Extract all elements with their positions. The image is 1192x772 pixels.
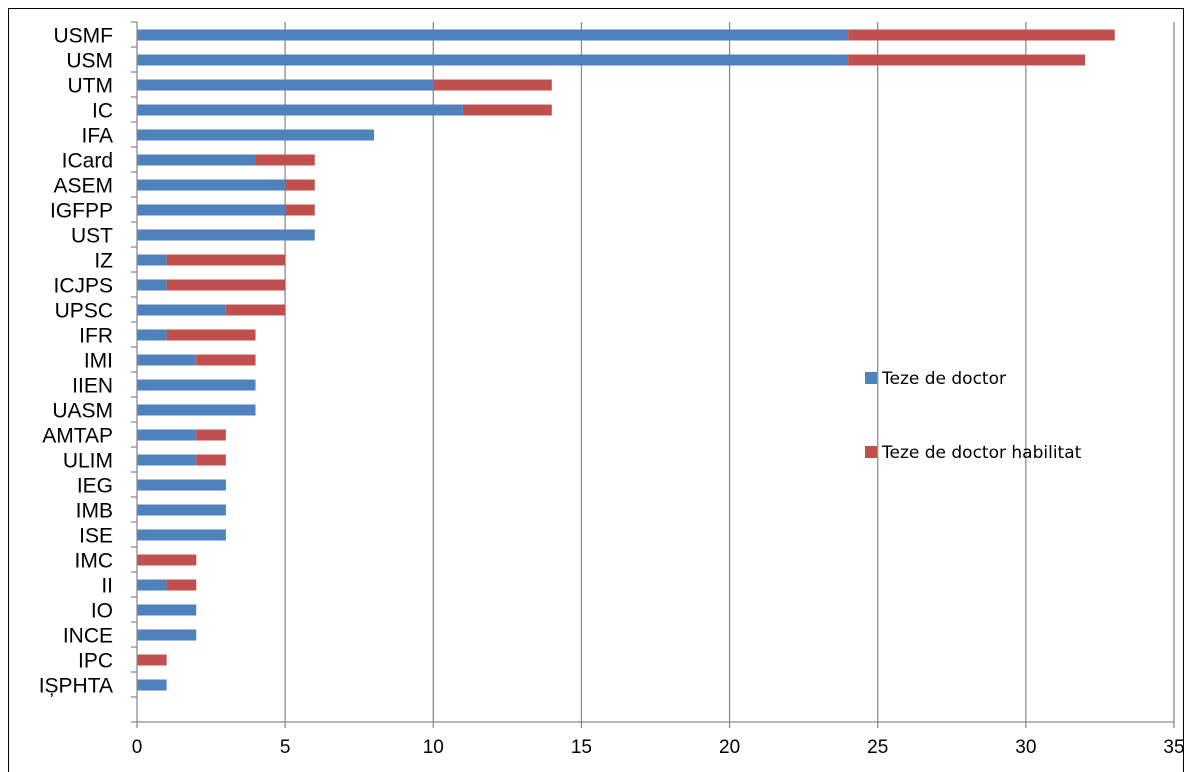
category-label-imi: IMI (84, 350, 113, 373)
bar-uasm-series-0 (137, 404, 256, 416)
category-label-ieg: IEG (77, 475, 113, 498)
category-label-igfpp: IGFPP (50, 200, 113, 223)
bar-ii-series-0 (137, 579, 167, 591)
axes (131, 21, 1175, 728)
category-label-ust: UST (71, 225, 113, 248)
category-labels: USMFUSMUTMICIFAICardASEMIGFPPUSTIZICJPSU… (39, 25, 113, 698)
x-tick-label-35: 35 (1163, 737, 1184, 758)
x-tick-label-5: 5 (280, 737, 291, 758)
category-label-amtap: AMTAP (42, 425, 113, 448)
bar-usm-series-0 (137, 54, 849, 66)
category-label-iien: IIEN (72, 375, 113, 398)
bar-igfpp-series-1 (285, 204, 315, 216)
bar-ifr-series-0 (137, 329, 167, 341)
x-tick-label-15: 15 (571, 737, 592, 758)
bar-ise-series-0 (137, 529, 226, 541)
bar-ieg-series-0 (137, 479, 226, 491)
category-label-ic: IC (92, 100, 113, 123)
bar-iz-series-1 (166, 254, 286, 266)
bar-ulim-series-1 (196, 454, 226, 466)
category-label-asem: ASEM (53, 175, 113, 198)
bar-upsc-series-1 (225, 304, 286, 316)
category-label-usm: USM (66, 50, 113, 73)
legend-label-teze-de-doctor: Teze de doctor (881, 369, 1006, 389)
bar-io-series-0 (137, 604, 197, 616)
legend-label-teze-de-doctor-habilitat: Teze de doctor habilitat (881, 443, 1082, 463)
legend-swatch-teze-de-doctor-habilitat (865, 446, 877, 458)
bar-igfpp-series-0 (137, 204, 286, 216)
category-label-io: IO (91, 600, 113, 623)
bar-ifr-series-1 (166, 329, 256, 341)
bar-imc-series-1 (137, 554, 197, 566)
category-label-icjps: ICJPS (53, 275, 113, 298)
x-tick-label-25: 25 (867, 737, 888, 758)
bar-amtap-series-1 (196, 429, 226, 441)
bar-amtap-series-0 (137, 429, 197, 441)
category-label-utm: UTM (68, 75, 114, 98)
bar-imi-series-1 (196, 354, 256, 366)
category-label-ifr: IFR (79, 325, 113, 348)
x-tick-labels: 0 5 10 15 20 25 30 35 (132, 737, 1185, 758)
x-tick-label-30: 30 (1015, 737, 1036, 758)
bar-icjps-series-1 (166, 279, 286, 291)
x-tick-label-20: 20 (719, 737, 740, 758)
bar-ince-series-0 (137, 629, 197, 641)
x-tick-label-10: 10 (423, 737, 444, 758)
category-label-uasm: UASM (52, 400, 113, 423)
category-label-iz: IZ (94, 250, 113, 273)
category-label-imc: IMC (75, 550, 114, 573)
bar-iien-series-0 (137, 379, 256, 391)
category-label-ifa: IFA (81, 125, 113, 148)
bar-iz-series-0 (137, 254, 167, 266)
bar-icjps-series-0 (137, 279, 167, 291)
category-label-upsc: UPSC (55, 300, 113, 323)
bar-asem-series-0 (137, 179, 286, 191)
gridlines (284, 22, 1175, 722)
category-label-ii: II (101, 575, 113, 598)
bar-ic-series-0 (137, 104, 463, 116)
bar-utm-series-0 (137, 79, 434, 91)
legend: Teze de doctor Teze de doctor habilitat (865, 369, 1082, 463)
x-tick-label-0: 0 (132, 737, 143, 758)
bar-ust-series-0 (137, 229, 315, 241)
bar-asem-series-1 (285, 179, 315, 191)
category-label-ise: ISE (79, 525, 113, 548)
bar-iphta-series-0 (137, 679, 167, 691)
category-label-iphta: IȘPHTA (39, 675, 113, 698)
category-label-ipc: IPC (78, 650, 113, 673)
bar-utm-series-1 (433, 79, 552, 91)
category-label-ince: INCE (63, 625, 113, 648)
category-label-icard: ICard (62, 150, 113, 173)
category-label-usmf: USMF (54, 25, 114, 48)
bar-ipc-series-1 (137, 654, 167, 666)
legend-swatch-teze-de-doctor (865, 372, 877, 384)
category-label-imb: IMB (76, 500, 113, 523)
bar-imb-series-0 (137, 504, 226, 516)
category-label-ulim: ULIM (63, 450, 113, 473)
bar-icard-series-1 (255, 154, 315, 166)
bar-usm-series-1 (848, 54, 1086, 66)
bar-ic-series-1 (462, 104, 552, 116)
bar-icard-series-0 (137, 154, 256, 166)
bar-upsc-series-0 (137, 304, 226, 316)
bar-usmf-series-1 (848, 29, 1115, 41)
bar-imi-series-0 (137, 354, 197, 366)
bar-usmf-series-0 (137, 29, 849, 41)
bars (137, 29, 1115, 691)
bar-ii-series-1 (166, 579, 197, 591)
bar-ifa-series-0 (137, 129, 375, 141)
bar-ulim-series-0 (137, 454, 197, 466)
